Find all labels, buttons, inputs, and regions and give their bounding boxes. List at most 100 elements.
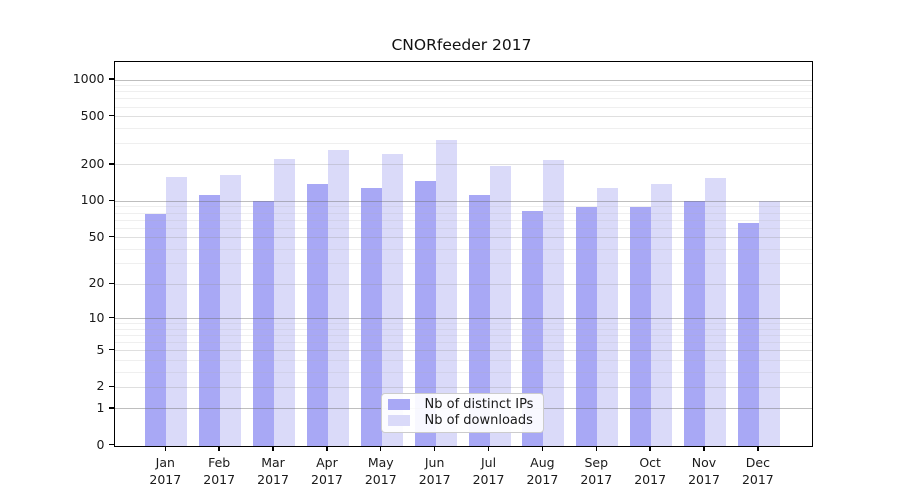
gridline-7 bbox=[114, 335, 812, 336]
y-tick-label-100: 100 bbox=[80, 192, 105, 208]
gridline-700 bbox=[114, 98, 812, 100]
x-tick-mark-jul bbox=[487, 445, 490, 451]
x-tick-mark-dec bbox=[757, 445, 759, 451]
gridline-60 bbox=[114, 227, 812, 229]
x-tick-label-mar: Mar 2017 bbox=[257, 454, 289, 487]
x-tick-mark-sep bbox=[595, 445, 597, 451]
bar-distinct-ips-aug bbox=[522, 210, 544, 446]
x-tick-label-sep: Sep 2017 bbox=[580, 454, 613, 487]
bar-downloads-mar bbox=[274, 158, 296, 446]
bar-distinct-ips-oct bbox=[630, 206, 652, 446]
grid-layer bbox=[114, 62, 812, 446]
gridline-600 bbox=[114, 106, 812, 108]
gridline-8 bbox=[114, 328, 812, 330]
bar-downloads-feb bbox=[220, 175, 242, 446]
bar-distinct-ips-feb bbox=[199, 194, 221, 446]
x-tick-label-feb: Feb 2017 bbox=[203, 454, 236, 487]
x-tick-mark-jan bbox=[164, 445, 166, 451]
bar-downloads-aug bbox=[543, 160, 565, 446]
x-tick-label-jun: Jun 2017 bbox=[418, 454, 451, 487]
x-tick-mark-aug bbox=[541, 445, 544, 451]
gridline-70 bbox=[114, 219, 812, 221]
y-tick-label-10: 10 bbox=[88, 309, 105, 325]
y-tick-mark-1000 bbox=[108, 78, 114, 80]
y-tick-label-0: 0 bbox=[96, 436, 105, 452]
y-tick-mark-50 bbox=[108, 235, 114, 238]
gridline-1000 bbox=[114, 79, 812, 81]
legend-swatch-distinct-ips bbox=[387, 399, 410, 410]
bar-distinct-ips-jul bbox=[468, 195, 490, 446]
y-tick-mark-20 bbox=[108, 282, 114, 285]
y-tick-label-20: 20 bbox=[88, 275, 105, 291]
y-tick-mark-2 bbox=[108, 385, 114, 388]
gridline-3 bbox=[114, 371, 812, 373]
x-tick-mark-feb bbox=[218, 445, 220, 451]
x-tick-mark-oct bbox=[649, 445, 651, 451]
gridline-90 bbox=[114, 206, 812, 208]
bar-distinct-ips-jun bbox=[414, 181, 436, 446]
gridline-100 bbox=[114, 200, 812, 202]
legend-item-downloads: Nb of downloads bbox=[387, 413, 535, 429]
gridline-500 bbox=[114, 116, 812, 118]
legend-swatch-downloads bbox=[387, 415, 410, 426]
x-tick-label-oct: Oct 2017 bbox=[634, 454, 667, 487]
x-tick-mark-may bbox=[380, 445, 382, 451]
y-tick-label-5: 5 bbox=[96, 341, 105, 357]
gridline-30 bbox=[114, 263, 812, 265]
gridline-20 bbox=[114, 283, 812, 285]
y-tick-mark-5 bbox=[108, 349, 114, 351]
bar-distinct-ips-apr bbox=[306, 184, 328, 446]
legend: Nb of distinct IPs Nb of downloads bbox=[380, 392, 544, 433]
gridline-400 bbox=[114, 127, 812, 129]
legend-label-downloads: Nb of downloads bbox=[424, 413, 533, 429]
bar-downloads-jan bbox=[166, 177, 188, 446]
gridline-300 bbox=[114, 143, 812, 145]
x-tick-label-apr: Apr 2017 bbox=[311, 454, 343, 487]
bar-distinct-ips-sep bbox=[576, 207, 598, 446]
y-tick-mark-10 bbox=[108, 316, 114, 319]
gridline-800 bbox=[114, 91, 812, 93]
x-tick-label-dec: Dec 2017 bbox=[741, 454, 774, 487]
bar-downloads-jul bbox=[489, 165, 511, 446]
bar-distinct-ips-may bbox=[360, 187, 382, 446]
y-tick-mark-100 bbox=[108, 199, 114, 202]
bar-downloads-oct bbox=[651, 183, 673, 446]
x-tick-label-may: May 2017 bbox=[364, 454, 397, 487]
x-tick-label-jul: Jul 2017 bbox=[472, 454, 505, 487]
bar-downloads-dec bbox=[758, 201, 780, 446]
y-tick-mark-500 bbox=[108, 114, 114, 117]
y-tick-mark-0 bbox=[108, 443, 114, 446]
gridline-900 bbox=[114, 85, 812, 87]
x-tick-label-aug: Aug 2017 bbox=[526, 454, 559, 487]
y-tick-mark-200 bbox=[108, 163, 114, 165]
bar-downloads-apr bbox=[327, 149, 349, 446]
gridline-5 bbox=[114, 350, 812, 352]
y-tick-label-50: 50 bbox=[88, 228, 105, 244]
y-tick-label-1000: 1000 bbox=[72, 71, 105, 87]
x-tick-label-nov: Nov 2017 bbox=[688, 454, 720, 487]
gridline-50 bbox=[114, 237, 812, 239]
x-tick-mark-mar bbox=[272, 445, 274, 451]
gridline-9 bbox=[114, 323, 812, 325]
bar-distinct-ips-nov bbox=[684, 201, 705, 446]
bars-layer bbox=[115, 62, 812, 446]
x-tick-mark-apr bbox=[326, 445, 328, 451]
bar-downloads-sep bbox=[597, 188, 619, 446]
x-tick-mark-jun bbox=[433, 445, 436, 451]
chart-title: CNORfeeder 2017 bbox=[391, 36, 532, 54]
gridline-200 bbox=[114, 164, 812, 166]
gridline-6 bbox=[114, 342, 812, 344]
plot-area: Nb of distinct IPs Nb of downloads bbox=[113, 60, 813, 447]
gridline-10 bbox=[114, 318, 812, 320]
bar-distinct-ips-mar bbox=[253, 201, 275, 446]
gridline-40 bbox=[114, 248, 812, 250]
bar-downloads-jun bbox=[435, 139, 457, 446]
y-tick-label-2: 2 bbox=[96, 378, 105, 394]
bar-downloads-nov bbox=[705, 177, 726, 446]
legend-label-distinct-ips: Nb of distinct IPs bbox=[424, 396, 534, 412]
bar-downloads-may bbox=[381, 154, 403, 446]
bar-distinct-ips-dec bbox=[737, 223, 759, 446]
legend-item-distinct-ips: Nb of distinct IPs bbox=[387, 396, 535, 412]
y-tick-label-200: 200 bbox=[80, 155, 105, 171]
